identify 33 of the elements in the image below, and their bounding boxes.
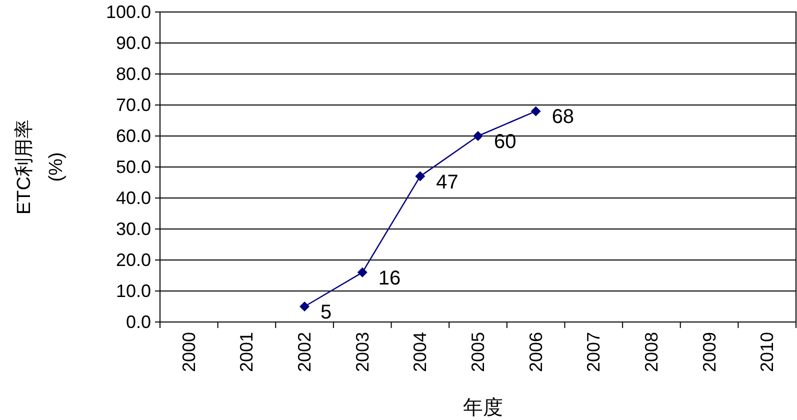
y-tick-label: 30.0	[116, 219, 151, 239]
x-tick-label: 2003	[352, 332, 372, 372]
x-tick-label: 2006	[526, 332, 546, 372]
point	[415, 171, 426, 182]
y-tick-label: 90.0	[116, 33, 151, 53]
y-tick-label: 40.0	[116, 188, 151, 208]
y-tick-label: 80.0	[116, 64, 151, 84]
y-tick-label: 70.0	[116, 95, 151, 115]
point	[473, 131, 483, 141]
y-tick-label: 100.0	[106, 2, 151, 22]
x-tick-label: 2005	[468, 332, 488, 372]
y-tick-label: 50.0	[116, 157, 151, 177]
point	[357, 267, 368, 278]
y-tick-label: 0.0	[126, 312, 151, 332]
data-label: 68	[552, 106, 574, 128]
x-tick-label: 2010	[757, 332, 778, 372]
x-tick-label: 2000	[178, 332, 199, 372]
y-tick-label: 20.0	[116, 250, 151, 270]
x-tick-label: 2009	[699, 332, 720, 372]
y-tick-label: 60.0	[116, 126, 151, 146]
point	[300, 302, 310, 312]
data-label: 47	[436, 171, 458, 194]
x-tick-label: 2004	[410, 332, 430, 372]
point	[530, 106, 541, 116]
x-tick-label: 2007	[584, 332, 604, 372]
x-tick-label: 2001	[236, 332, 257, 372]
x-tick-label: 2002	[294, 332, 315, 372]
data-label: 5	[320, 302, 332, 324]
x-tick-label: 2008	[641, 332, 662, 372]
data-label: 16	[378, 267, 401, 290]
x-axis-title: 年度	[463, 397, 503, 419]
y-tick-label: 10.0	[116, 281, 151, 301]
y-axis-title: ETC利用率 (%)	[13, 120, 67, 214]
